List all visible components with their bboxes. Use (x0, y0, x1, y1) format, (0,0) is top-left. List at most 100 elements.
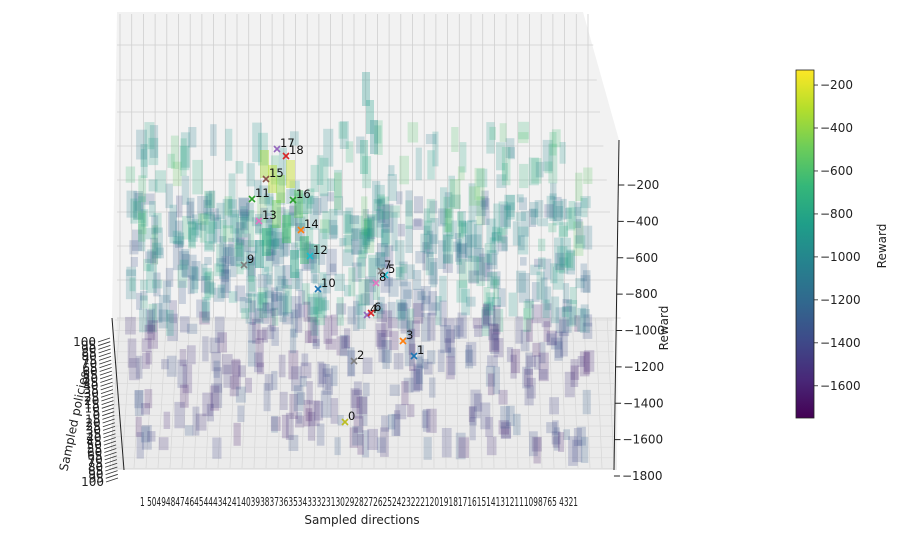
reward-bar (281, 279, 289, 289)
reward-bar (320, 390, 332, 418)
reward-bar (465, 234, 472, 262)
reward-bar (167, 153, 175, 168)
reward-bar (214, 217, 222, 229)
reward-bar (323, 128, 334, 167)
reward-bar (438, 208, 447, 227)
reward-bar (580, 304, 589, 318)
reward-bar (227, 199, 237, 218)
reward-bar (361, 196, 368, 235)
reward-bar (258, 132, 268, 166)
reward-bar (281, 414, 289, 439)
policy-marker: 11 (248, 186, 270, 203)
reward-bar (271, 416, 278, 433)
reward-bar (236, 237, 245, 261)
reward-bar (366, 228, 374, 241)
reward-bar (583, 352, 591, 375)
reward-bar (296, 248, 308, 258)
reward-bar (526, 355, 536, 367)
colorbar: −200 −400 −600 −800 −1000 −1200 −1400 −1600 (795, 69, 861, 419)
reward-bar (170, 135, 179, 169)
reward-bar (133, 191, 143, 220)
reward-bar (265, 290, 275, 311)
reward-bar (328, 219, 337, 240)
reward-bar (393, 353, 404, 370)
grid-line (361, 317, 364, 469)
reward-bar (412, 270, 422, 290)
reward-bar (221, 354, 233, 375)
reward-bar (252, 122, 262, 163)
y-tick-label: 45 (86, 434, 101, 448)
reward-bar (203, 199, 212, 219)
reward-bar (286, 189, 296, 204)
reward-bar (204, 212, 215, 252)
reward-bar (174, 401, 185, 429)
reward-bar (455, 432, 466, 460)
reward-bar (357, 303, 366, 329)
reward-bar (533, 437, 541, 464)
reward-bar (465, 349, 474, 369)
reward-bar (318, 228, 328, 254)
reward-bar (357, 250, 366, 279)
y-tick (98, 352, 111, 358)
policy-marker: 16 (289, 187, 311, 204)
reward-bar (476, 256, 486, 287)
y-tick (100, 385, 113, 391)
reward-bar (279, 293, 287, 323)
reward-bar (177, 359, 188, 388)
reward-bar (407, 404, 415, 418)
reward-bar (421, 312, 431, 342)
reward-bar (271, 327, 279, 346)
grid-line (217, 317, 225, 469)
reward-bar (362, 228, 371, 245)
reward-bar (373, 280, 380, 300)
reward-bar (247, 257, 256, 276)
reward-bar (184, 425, 194, 436)
colorbar-bar (795, 69, 815, 419)
reward-bar (458, 220, 467, 254)
reward-bar (229, 256, 237, 278)
reward-bar (165, 267, 174, 287)
reward-bar (224, 196, 232, 216)
reward-bar (377, 243, 388, 268)
reward-bar (417, 291, 426, 301)
reward-bar (221, 269, 229, 298)
reward-bar (384, 277, 393, 287)
reward-bar (186, 323, 198, 334)
reward-bar (134, 193, 143, 211)
reward-bar (255, 213, 263, 234)
reward-bar (468, 270, 479, 284)
y-tick (102, 414, 115, 420)
reward-bar (177, 232, 185, 247)
reward-bar (559, 142, 566, 164)
marker-label: 13 (262, 208, 277, 222)
reward-bar (310, 164, 319, 193)
grid-line (385, 317, 388, 469)
chart-grid (109, 14, 621, 469)
reward-bar (254, 352, 263, 373)
y-tick (102, 422, 115, 428)
policy-marker: 8 (372, 270, 386, 287)
reward-bar (245, 298, 252, 324)
reward-bar (264, 193, 274, 206)
reward-bar (498, 201, 508, 235)
reward-bar (188, 221, 196, 249)
reward-bar (220, 219, 227, 244)
reward-bar (290, 131, 299, 146)
reward-bar (356, 257, 366, 267)
grid-line (606, 317, 615, 469)
reward-bar (140, 290, 148, 301)
reward-bar (298, 290, 306, 318)
reward-bar (351, 262, 362, 282)
reward-bar (151, 215, 159, 235)
reward-bar (377, 194, 385, 207)
grid-line (109, 317, 121, 469)
reward-bar (484, 243, 492, 263)
reward-bar (414, 218, 422, 227)
reward-bar (493, 203, 500, 234)
reward-bar (518, 132, 529, 144)
reward-bar (520, 210, 529, 237)
reward-bar (351, 228, 362, 255)
reward-bar (330, 225, 339, 239)
y-tick-label: 25 (86, 420, 101, 434)
reward-bar (277, 295, 288, 315)
